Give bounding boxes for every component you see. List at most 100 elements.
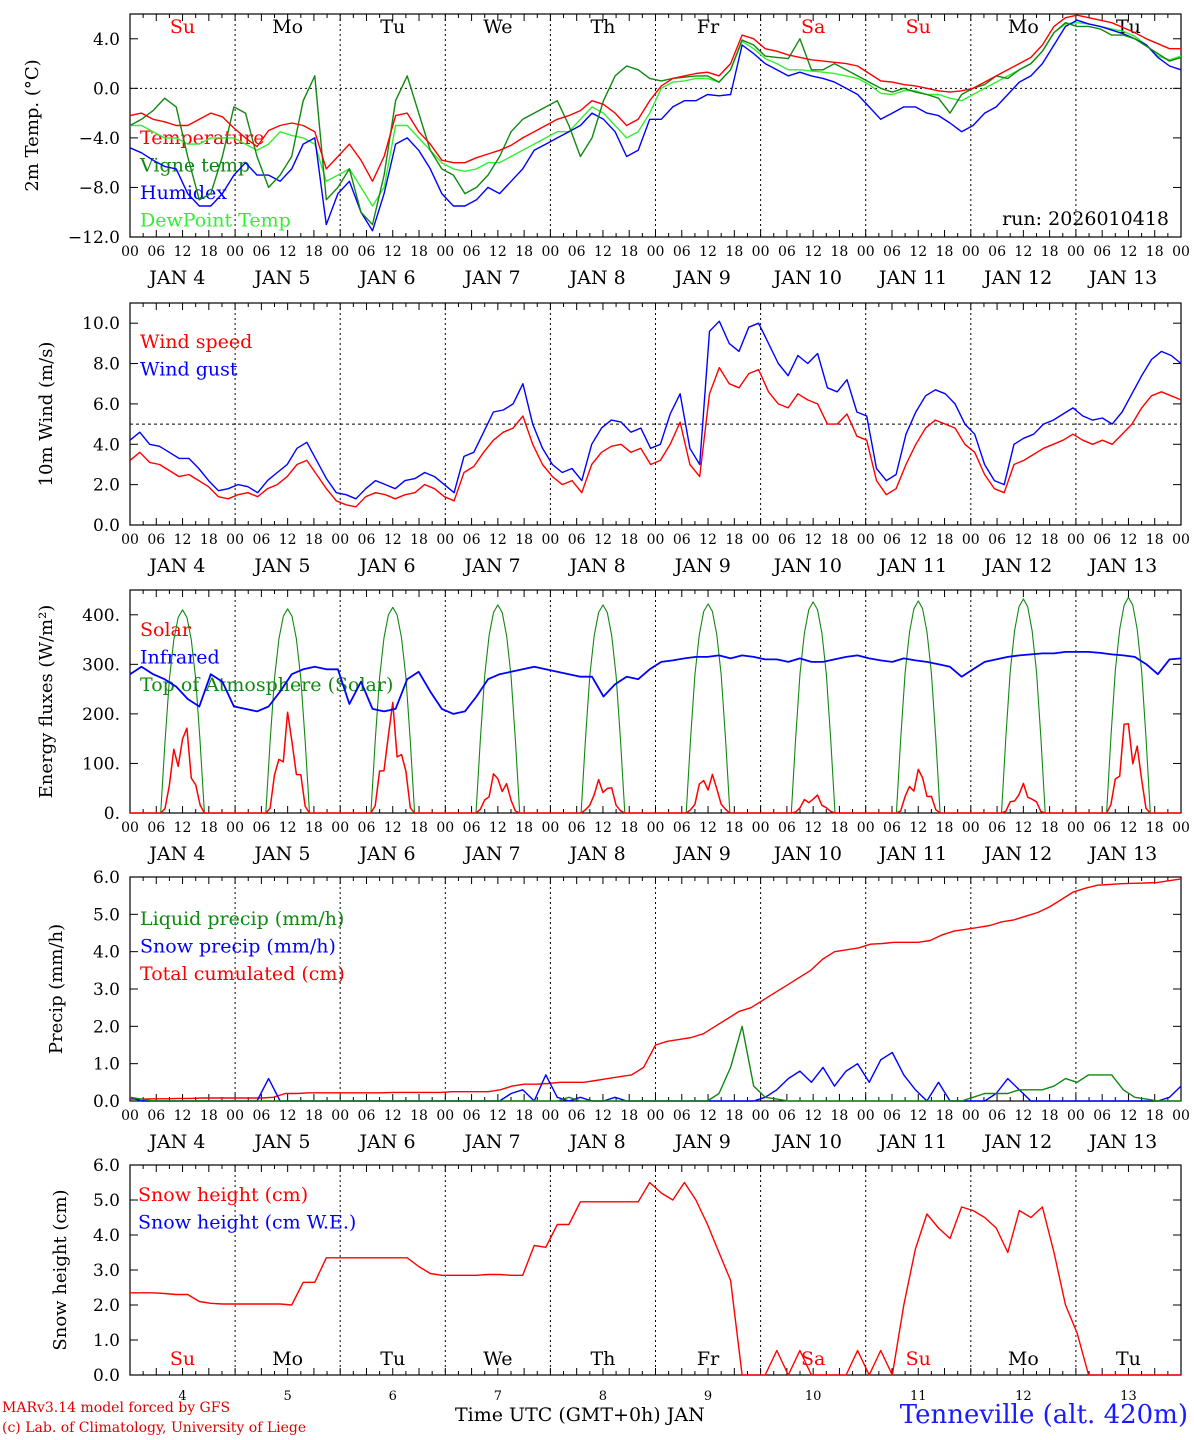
- x-hour-label: 06: [778, 820, 796, 836]
- y-tick-label: 0.0: [93, 1092, 120, 1112]
- legend-solar: Solar: [140, 619, 192, 641]
- x-day-label: JAN 11: [877, 267, 947, 289]
- x-day-number: 8: [599, 1389, 607, 1404]
- x-hour-label: 12: [1014, 244, 1032, 260]
- x-hour-label: 06: [988, 244, 1006, 260]
- x-hour-label: 12: [804, 244, 822, 260]
- y-axis-label: Snow height (cm): [50, 1189, 71, 1350]
- y-tick-label: 6.0: [93, 1156, 120, 1176]
- x-hour-label: 06: [673, 532, 691, 548]
- x-hour-label: 00: [331, 820, 349, 836]
- x-hour-label: 18: [200, 1108, 218, 1124]
- x-hour-label: 00: [857, 244, 875, 260]
- x-hour-label: 06: [673, 1108, 691, 1124]
- x-hour-label: 06: [673, 820, 691, 836]
- y-tick-label: −8.0: [79, 178, 120, 198]
- x-hour-label: 18: [200, 532, 218, 548]
- y-tick-label: 6.0: [93, 395, 120, 415]
- x-day-label: JAN 10: [772, 555, 842, 577]
- weekday-label: Su: [170, 1348, 195, 1370]
- x-hour-label: 18: [515, 532, 533, 548]
- x-hour-label: 00: [857, 820, 875, 836]
- weekday-label: Mo: [272, 1348, 303, 1370]
- model-credit-line2: (c) Lab. of Climatology, University of L…: [2, 1420, 307, 1436]
- x-hour-label: 18: [620, 1108, 638, 1124]
- y-axis-label: Energy fluxes (W/m²): [36, 605, 57, 799]
- x-hour-label: 12: [699, 532, 717, 548]
- x-hour-label: 18: [1041, 244, 1059, 260]
- y-tick-label: 3.0: [93, 1261, 120, 1281]
- weekday-label: Tu: [1116, 1348, 1141, 1370]
- y-tick-label: 2.0: [93, 476, 120, 496]
- x-hour-label: 00: [752, 244, 770, 260]
- weekday-label: Tu: [380, 16, 405, 38]
- x-hour-label: 18: [725, 532, 743, 548]
- x-hour-label: 06: [568, 820, 586, 836]
- panel-temp: −12.0 −8.0 −4.0 0.0 4.0 2m Temp. (°C) 00 06 12 18…: [22, 13, 1190, 289]
- x-hour-label: 12: [594, 532, 612, 548]
- x-hour-label: 12: [279, 820, 297, 836]
- x-hour-label: 18: [1146, 244, 1164, 260]
- x-hour-label: 00: [121, 244, 139, 260]
- x-hour-label: 18: [1146, 532, 1164, 548]
- y-axis-label: Precip (mm/h): [46, 924, 67, 1054]
- x-hour-label: 06: [358, 1108, 376, 1124]
- x-hour-label: 18: [305, 532, 323, 548]
- y-tick-label: 1.0: [93, 1331, 120, 1351]
- x-hour-label: 00: [121, 820, 139, 836]
- x-hour-label: 00: [331, 244, 349, 260]
- x-hour-label: 06: [568, 532, 586, 548]
- x-day-label: JAN 11: [877, 843, 947, 865]
- x-day-number: 13: [1120, 1389, 1137, 1404]
- x-hour-label: 06: [568, 1108, 586, 1124]
- y-tick-label: −4.0: [79, 129, 120, 149]
- x-hour-label: 18: [1041, 820, 1059, 836]
- x-hour-label: 00: [962, 1108, 980, 1124]
- x-hour-label: 00: [962, 244, 980, 260]
- x-day-label: JAN 5: [252, 1131, 310, 1153]
- x-hour-label: 12: [489, 532, 507, 548]
- x-day-label: JAN 5: [252, 555, 310, 577]
- legend-humidex: Humidex: [140, 182, 227, 204]
- legend-dewpoint-temp: DewPoint Temp: [140, 210, 291, 232]
- x-hour-label: 06: [463, 532, 481, 548]
- y-tick-label: 4.0: [93, 435, 120, 455]
- x-hour-label: 06: [883, 1108, 901, 1124]
- x-hour-label: 06: [147, 1108, 165, 1124]
- x-hour-label: 18: [831, 1108, 849, 1124]
- x-hour-label: 00: [752, 532, 770, 548]
- x-hour-label: 06: [568, 244, 586, 260]
- x-day-label: JAN 7: [463, 267, 521, 289]
- x-hour-label: 06: [1093, 244, 1111, 260]
- x-hour-label: 18: [200, 244, 218, 260]
- x-hour-label: 00: [647, 820, 665, 836]
- x-hour-label: 00: [541, 820, 559, 836]
- x-day-label: JAN 4: [147, 267, 205, 289]
- x-hour-label: 18: [936, 532, 954, 548]
- x-hour-label: 00: [1172, 532, 1190, 548]
- x-hour-label: 12: [909, 532, 927, 548]
- x-hour-label: 00: [1172, 1108, 1190, 1124]
- x-hour-label: 18: [936, 244, 954, 260]
- weekday-label: Mo: [1008, 16, 1039, 38]
- y-tick-label: 0.0: [93, 516, 120, 536]
- run-annotation: run: 2026010418: [1002, 208, 1169, 230]
- x-day-label: JAN 9: [673, 843, 731, 865]
- y-tick-label: 200.: [82, 705, 120, 725]
- x-hour-label: 12: [909, 820, 927, 836]
- x-hour-label: 06: [778, 1108, 796, 1124]
- x-hour-label: 18: [831, 244, 849, 260]
- legend-total-cumulated-cm-: Total cumulated (cm): [140, 963, 345, 985]
- x-hour-label: 18: [305, 820, 323, 836]
- x-hour-label: 12: [804, 532, 822, 548]
- x-hour-label: 18: [936, 820, 954, 836]
- x-hour-label: 12: [489, 820, 507, 836]
- x-hour-label: 18: [620, 820, 638, 836]
- weekday-label: Fr: [697, 1348, 720, 1370]
- x-day-label: JAN 12: [982, 267, 1052, 289]
- x-hour-label: 00: [436, 820, 454, 836]
- x-hour-label: 12: [594, 820, 612, 836]
- x-hour-label: 12: [174, 244, 192, 260]
- x-day-number: 9: [704, 1389, 712, 1404]
- panel-precip: 0.0 1.0 2.0 3.0 4.0 5.0 6.0 Precip (mm/h) 00 06 12…: [46, 868, 1190, 1153]
